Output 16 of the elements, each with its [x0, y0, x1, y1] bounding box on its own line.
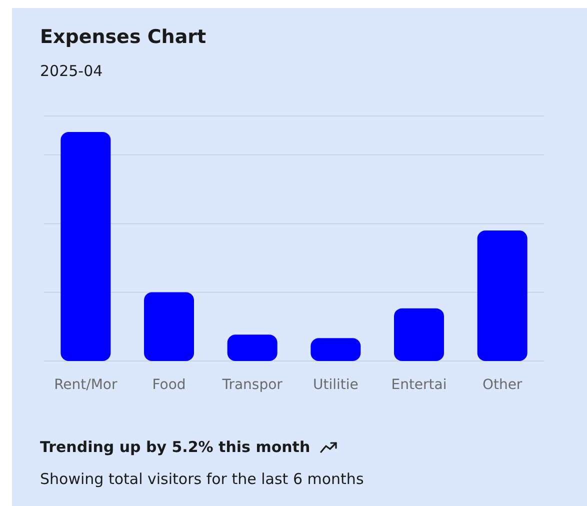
x-tick-label: Entertai	[391, 376, 447, 393]
chart-title: Expenses Chart	[40, 26, 206, 48]
bar	[227, 334, 278, 361]
bar	[60, 132, 111, 361]
chart-subtitle: 2025-04	[40, 62, 103, 80]
x-tick-label: Utilitie	[312, 376, 358, 393]
bar	[394, 308, 444, 361]
text: Trending up by 5.2% this month	[40, 438, 310, 456]
x-tick-label: Food	[152, 376, 186, 393]
text: Showing total visitors for the last 6 months	[40, 470, 364, 488]
x-tick-label: Other	[482, 376, 522, 393]
bar	[477, 230, 528, 361]
bar	[310, 338, 361, 361]
bar	[144, 292, 194, 361]
x-tick-label: Transpor	[221, 376, 283, 393]
x-tick-label: Rent/Mor	[54, 376, 118, 393]
